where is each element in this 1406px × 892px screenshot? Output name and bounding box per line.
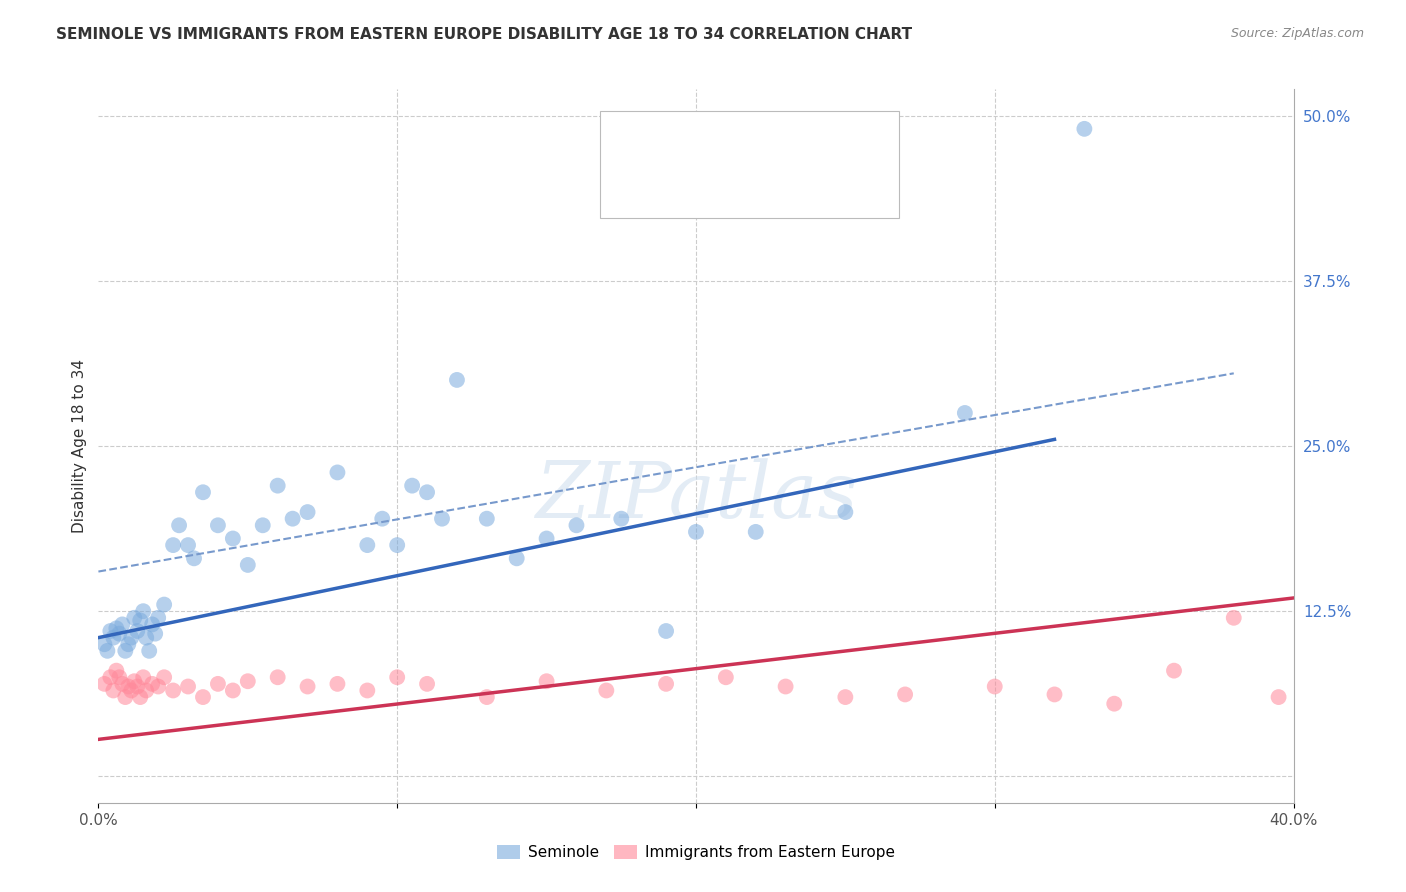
Point: [252, 518, 274, 533]
Point: [143, 626, 166, 640]
Point: [114, 644, 136, 658]
Point: [222, 683, 245, 698]
Text: ZIPatlas: ZIPatlas: [534, 458, 858, 534]
Point: [114, 690, 136, 704]
Point: [98, 670, 122, 684]
Point: [745, 524, 768, 539]
Point: [191, 690, 214, 704]
Point: [894, 688, 917, 702]
Point: [475, 511, 498, 525]
Point: [416, 677, 439, 691]
Point: [416, 485, 439, 500]
Point: [135, 683, 157, 698]
Point: [326, 677, 349, 691]
Point: [93, 637, 115, 651]
Text: Source: ZipAtlas.com: Source: ZipAtlas.com: [1230, 27, 1364, 40]
Point: [685, 524, 707, 539]
Point: [475, 690, 498, 704]
Point: [371, 511, 394, 525]
Point: [105, 664, 128, 678]
Point: [356, 538, 378, 552]
Point: [326, 466, 349, 480]
Point: [207, 518, 229, 533]
Point: [506, 551, 529, 566]
Point: [167, 518, 190, 533]
Point: [117, 637, 139, 651]
Point: [117, 680, 139, 694]
Point: [356, 683, 378, 698]
Point: [129, 614, 152, 628]
Point: [135, 631, 157, 645]
Point: [111, 677, 134, 691]
Point: [430, 511, 453, 525]
Point: [655, 624, 678, 638]
Point: [153, 670, 176, 684]
Legend: Seminole, Immigrants from Eastern Europe: Seminole, Immigrants from Eastern Europe: [491, 839, 901, 866]
Point: [98, 624, 122, 638]
Point: [153, 598, 176, 612]
Point: [655, 677, 678, 691]
Point: [401, 478, 423, 492]
Text: SEMINOLE VS IMMIGRANTS FROM EASTERN EUROPE DISABILITY AGE 18 TO 34 CORRELATION C: SEMINOLE VS IMMIGRANTS FROM EASTERN EURO…: [56, 27, 912, 42]
Point: [610, 511, 633, 525]
Point: [565, 518, 588, 533]
Point: [536, 532, 558, 546]
Point: [385, 670, 409, 684]
Point: [834, 690, 856, 704]
Point: [267, 670, 290, 684]
Point: [132, 670, 155, 684]
Point: [148, 611, 170, 625]
Point: [207, 677, 229, 691]
Point: [93, 677, 115, 691]
Point: [120, 631, 142, 645]
Point: [177, 680, 200, 694]
Point: [595, 683, 617, 698]
Point: [138, 644, 160, 658]
Point: [111, 617, 134, 632]
Point: [1267, 690, 1289, 704]
Point: [124, 674, 146, 689]
Point: [96, 644, 118, 658]
Point: [1163, 664, 1185, 678]
Point: [281, 511, 304, 525]
Point: [108, 626, 131, 640]
Point: [236, 558, 259, 572]
Point: [267, 478, 290, 492]
Point: [127, 624, 149, 638]
Point: [775, 680, 797, 694]
Point: [103, 631, 125, 645]
Point: [148, 680, 170, 694]
Point: [714, 670, 737, 684]
Point: [177, 538, 200, 552]
Point: [297, 680, 319, 694]
Point: [297, 505, 319, 519]
Point: [446, 373, 468, 387]
Point: [385, 538, 409, 552]
Point: [141, 617, 163, 632]
Y-axis label: Disability Age 18 to 34: Disability Age 18 to 34: [72, 359, 87, 533]
Point: [1073, 121, 1095, 136]
Point: [108, 670, 131, 684]
Point: [162, 538, 184, 552]
Point: [1223, 611, 1246, 625]
Point: [162, 683, 184, 698]
Point: [236, 674, 259, 689]
Point: [953, 406, 976, 420]
Point: [105, 621, 128, 635]
Point: [984, 680, 1007, 694]
Point: [127, 680, 149, 694]
Point: [124, 611, 146, 625]
Point: [103, 683, 125, 698]
Point: [222, 532, 245, 546]
Point: [183, 551, 205, 566]
Point: [141, 677, 163, 691]
Point: [120, 683, 142, 698]
Point: [132, 604, 155, 618]
Point: [1104, 697, 1126, 711]
Point: [129, 690, 152, 704]
Point: [834, 505, 856, 519]
Point: [536, 674, 558, 689]
Point: [1043, 688, 1066, 702]
Point: [191, 485, 214, 500]
